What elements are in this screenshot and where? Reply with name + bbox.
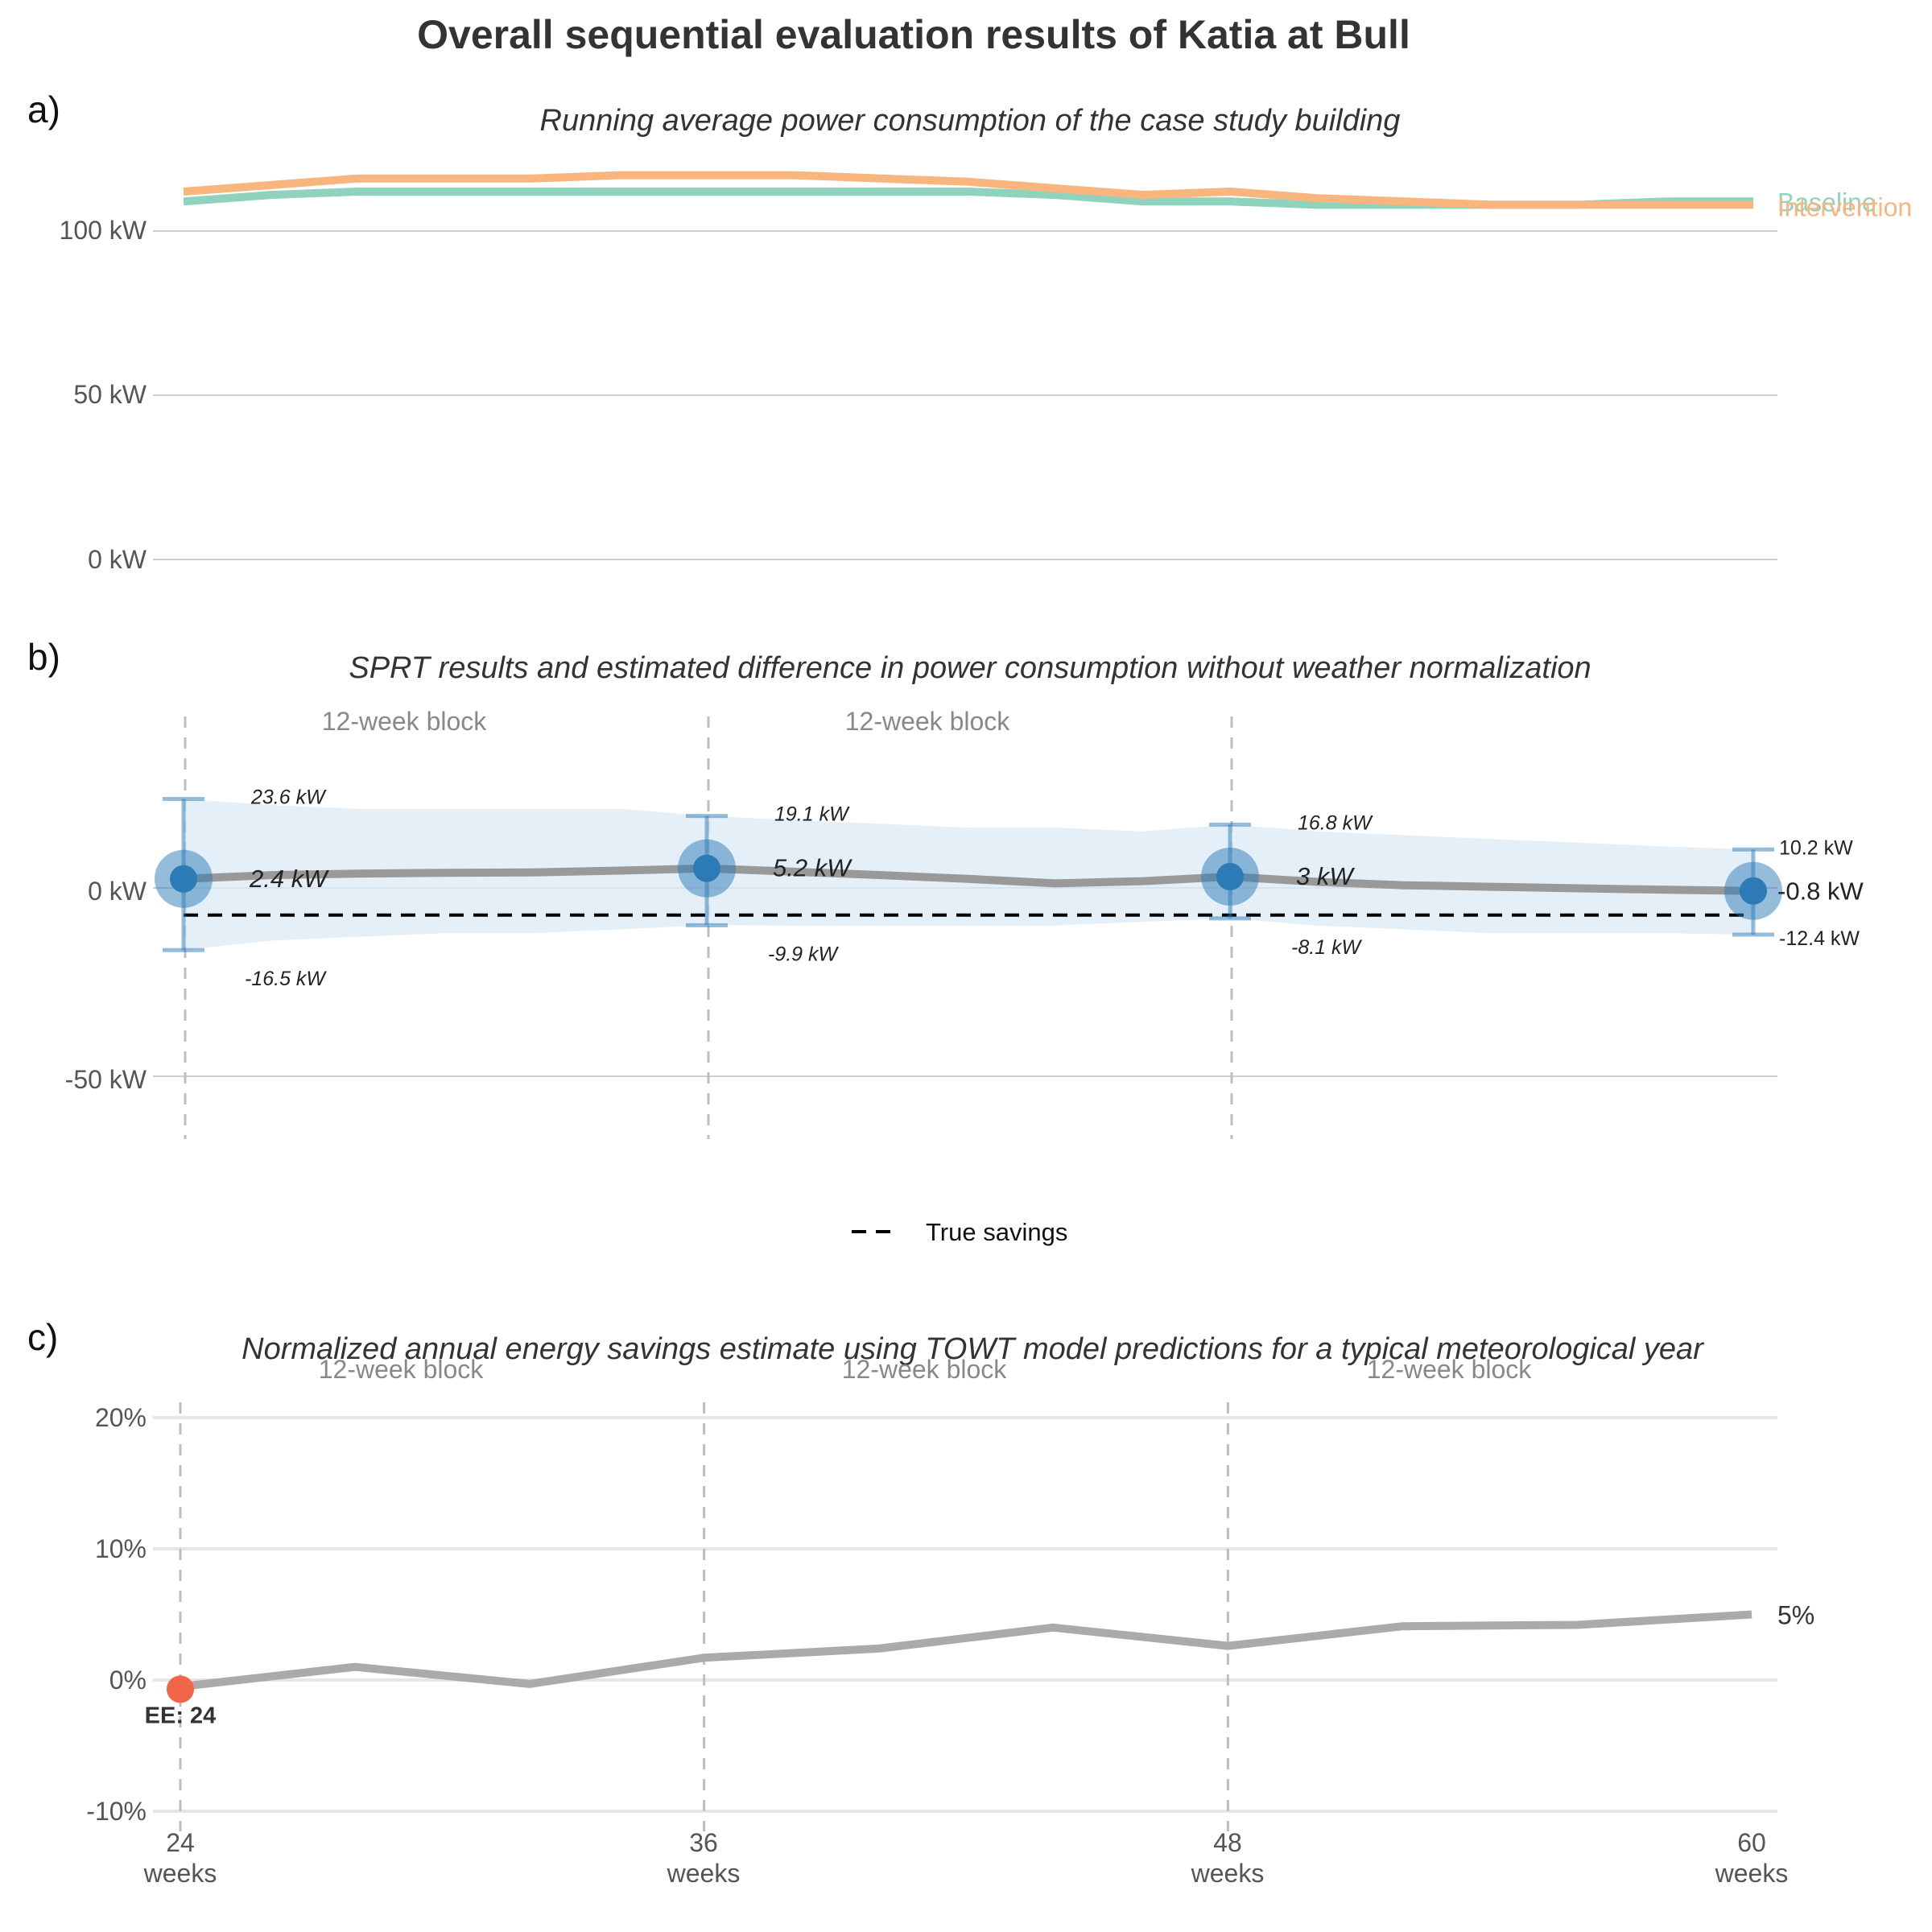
panel-b-legend: True savings xyxy=(852,1218,1067,1246)
panel-b-block-labels: 12-week block 12-week block xyxy=(322,707,1011,736)
ci-lower-label: -12.4 kW xyxy=(1779,927,1860,950)
ci-lower-label: -8.1 kW xyxy=(1291,936,1363,959)
sprt-point xyxy=(1740,877,1767,905)
legend-true-savings-label: True savings xyxy=(926,1218,1067,1246)
confidence-ribbon xyxy=(184,799,1753,951)
panel-c-x-ticks: 24 weeks 36 weeks 48 weeks 60 weeks xyxy=(143,1828,1789,1888)
y-tick: 0% xyxy=(109,1666,147,1695)
block-label: 12-week block xyxy=(319,1355,485,1384)
ci-upper-label: 16.8 kW xyxy=(1298,811,1373,834)
panel-a-y-ticks: 100 kW 50 kW 0 kW xyxy=(60,216,147,574)
sprt-point xyxy=(170,865,197,893)
panel-c: c) Normalized annual energy savings esti… xyxy=(27,1316,1814,1888)
sprt-point-group: 10.2 kW -0.8 kW -12.4 kW xyxy=(1724,836,1864,950)
y-tick: 20% xyxy=(95,1403,147,1432)
panel-b: b) SPRT results and estimated difference… xyxy=(27,636,1864,1246)
panel-b-y-ticks: 0 kW -50 kW xyxy=(65,877,147,1094)
series-label-intervention: Intervention xyxy=(1777,192,1912,221)
panel-c-y-ticks: 20% 10% 0% -10% xyxy=(86,1403,147,1826)
panel-b-plot: 23.6 kW 2.4 kW -16.5 kW 19.1 kW 5.2 kW -9.9 k… xyxy=(155,716,1864,1139)
x-tick-value: 36 xyxy=(689,1828,718,1857)
panel-c-block-labels: 12-week block 12-week block 12-week bloc… xyxy=(319,1355,1533,1384)
y-tick: -10% xyxy=(86,1797,147,1826)
x-tick-unit: weeks xyxy=(143,1859,217,1888)
estimate-label: -0.8 kW xyxy=(1777,877,1864,906)
estimate-label: 2.4 kW xyxy=(249,865,329,893)
block-label: 12-week block xyxy=(842,1355,1008,1384)
y-tick: 0 kW xyxy=(88,877,147,906)
panel-b-tag: b) xyxy=(27,636,60,678)
panel-c-tag: c) xyxy=(27,1316,58,1358)
early-end-point xyxy=(167,1675,194,1703)
block-label: 12-week block xyxy=(845,707,1011,736)
ci-upper-label: 19.1 kW xyxy=(774,803,850,826)
x-tick-value: 48 xyxy=(1213,1828,1242,1857)
x-tick-unit: weeks xyxy=(1715,1859,1789,1888)
panel-a-gridlines xyxy=(153,230,1777,560)
panel-a-subtitle: Running average power consumption of the… xyxy=(540,104,1401,138)
y-tick: 50 kW xyxy=(73,380,147,409)
sprt-point xyxy=(693,854,720,882)
y-tick: 10% xyxy=(95,1534,147,1563)
x-tick-unit: weeks xyxy=(1191,1859,1265,1888)
x-tick-value: 24 xyxy=(166,1828,195,1857)
block-label: 12-week block xyxy=(1367,1355,1533,1384)
ci-lower-label: -9.9 kW xyxy=(768,943,840,965)
estimate-label: 5.2 kW xyxy=(773,854,852,882)
panel-a: a) Running average power consumption of … xyxy=(27,89,1912,574)
x-tick-value: 60 xyxy=(1737,1828,1766,1857)
x-tick-unit: weeks xyxy=(667,1859,741,1888)
sprt-point-group: 23.6 kW 2.4 kW -16.5 kW xyxy=(155,786,329,990)
early-end-label: EE: 24 xyxy=(145,1703,217,1728)
main-title: Overall sequential evaluation results of… xyxy=(417,12,1410,57)
panel-b-subtitle: SPRT results and estimated difference in… xyxy=(349,651,1591,685)
sprt-point xyxy=(1216,862,1244,890)
savings-line xyxy=(180,1610,1752,1691)
savings-end-label: 5% xyxy=(1777,1601,1814,1630)
y-tick: 0 kW xyxy=(88,545,147,574)
y-tick: -50 kW xyxy=(65,1065,147,1094)
estimate-line xyxy=(183,864,1754,895)
panel-c-plot: EE: 24 5% xyxy=(145,1402,1814,1831)
panel-c-gridlines xyxy=(153,1416,1777,1813)
series-label-baseline: Baseline xyxy=(1777,188,1876,217)
ci-lower-label: -16.5 kW xyxy=(245,968,327,990)
series-line-intervention xyxy=(183,171,1753,209)
sprt-point-group: 16.8 kW 3 kW -8.1 kW xyxy=(1201,811,1373,959)
panel-a-tag: a) xyxy=(27,89,60,130)
y-tick: 100 kW xyxy=(60,216,147,245)
estimate-label: 3 kW xyxy=(1296,862,1355,890)
block-label: 12-week block xyxy=(322,707,488,736)
panel-c-subtitle: Normalized annual energy savings estimat… xyxy=(242,1332,1704,1366)
ci-upper-label: 10.2 kW xyxy=(1779,836,1853,859)
sprt-point-group: 19.1 kW 5.2 kW -9.9 kW xyxy=(678,803,852,965)
ci-upper-label: 23.6 kW xyxy=(250,786,327,809)
